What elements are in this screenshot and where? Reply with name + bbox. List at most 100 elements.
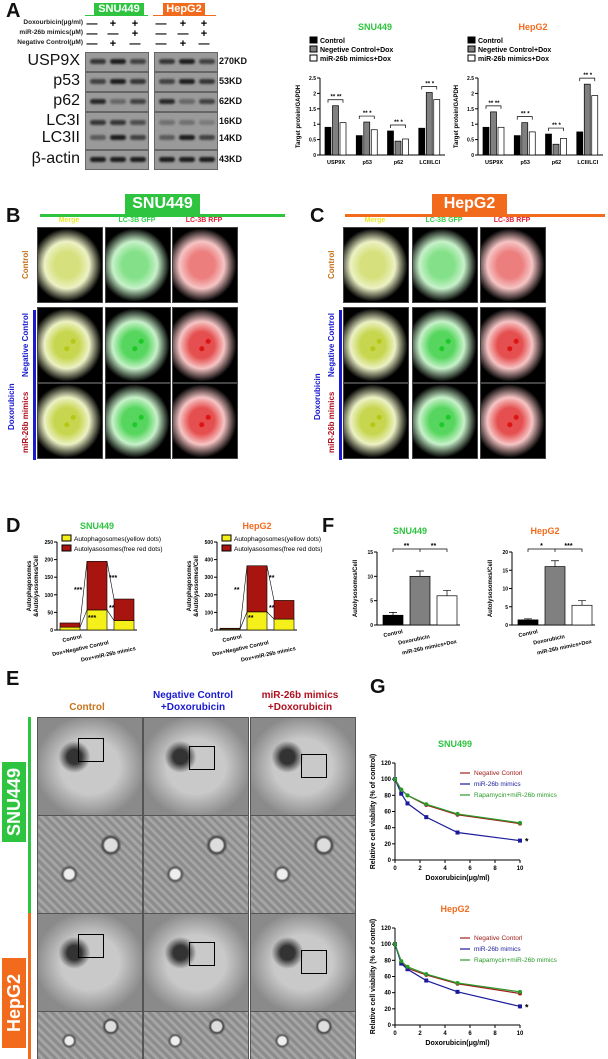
legend-swatch — [309, 54, 318, 62]
chart-d-snu449: SNU449 0 50 100 150 200 250 Autophagosomes &Auto… — [27, 521, 163, 664]
protein-band — [90, 59, 106, 64]
fluorescence-image-negative-control — [105, 307, 171, 383]
legend-label: Control — [320, 38, 345, 45]
chart-f-hepg2: HepG205101520Autolysosomes/CellControlDo… — [488, 526, 595, 657]
bar — [497, 126, 505, 156]
fluorescence-image-mir-26b-mimics — [172, 383, 238, 459]
data-point — [518, 1004, 522, 1009]
y-axis-label: &Autolysosomes/Cell — [194, 555, 200, 617]
y-tick-label: 2.5 — [309, 76, 316, 82]
protein-name: USP9X — [27, 52, 80, 69]
condition-sign: — — [129, 38, 141, 50]
data-point — [455, 830, 460, 835]
x-tick-label: 0 — [393, 866, 397, 872]
bar — [387, 130, 394, 156]
x-tick-label: LCII/LCI — [419, 160, 440, 166]
significance-label: *** — [88, 615, 96, 622]
condition-label: Negative Control(μM) — [17, 39, 83, 46]
legend-label: Autophagosomes(yellow dots) — [74, 536, 161, 543]
fluorescence-image-negative-control — [172, 307, 238, 383]
condition-sign: + — [179, 38, 187, 50]
protein-band — [159, 59, 175, 64]
legend-swatch — [309, 45, 318, 53]
y-tick-label: 250 — [45, 540, 54, 546]
protein-band — [179, 157, 195, 162]
panel-label-c: C — [310, 205, 325, 227]
em-image — [37, 717, 143, 816]
bar — [355, 135, 363, 156]
x-tick-label: USP9X — [485, 160, 503, 166]
em-image — [143, 717, 249, 816]
protein-band — [179, 135, 195, 140]
fluorescence-image-control — [343, 227, 409, 303]
data-point — [399, 787, 404, 792]
y-tick-label: 120 — [381, 926, 392, 932]
significance-label: *** — [74, 587, 82, 594]
y-tick-label: 150 — [45, 575, 54, 581]
chart-title: HepG2 — [440, 904, 469, 914]
em-row-line — [28, 913, 31, 1059]
bar — [370, 129, 378, 156]
data-point — [405, 793, 410, 798]
fluorescence-image-mir-26b-mimics — [412, 383, 478, 459]
y-tick-label: 80 — [384, 958, 391, 964]
legend-label: Negative Contorl — [474, 770, 523, 777]
x-tick-label: Control — [383, 629, 404, 639]
condition-label: Doxourbicin(μg/ml) — [23, 19, 83, 26]
y-tick-label: 1.5 — [467, 107, 474, 113]
x-tick-label: 8 — [493, 1031, 497, 1037]
x-tick-label: p53 — [363, 160, 372, 166]
em-zoomed-image — [143, 1011, 249, 1059]
protein-band — [130, 99, 146, 104]
row-label: miR-26b mimics — [21, 391, 30, 453]
fluorescence-image-negative-control — [343, 307, 409, 383]
stacked-bar-segment — [219, 627, 241, 630]
significance-bracket — [358, 115, 375, 120]
stacked-bar-segment — [59, 626, 81, 631]
y-tick-label: 100 — [45, 593, 54, 599]
significance-bracket — [421, 86, 438, 90]
significance-bracket — [527, 548, 583, 552]
condition-sign: — — [107, 28, 119, 40]
y-tick-label: 40 — [384, 991, 391, 997]
em-zoomed-image — [37, 815, 143, 914]
fluorescence-image-control — [37, 227, 103, 303]
condition-sign: — — [155, 38, 167, 50]
protein-band — [199, 79, 215, 84]
legend-label: Autolyasosomes(free red dots) — [234, 546, 323, 553]
zoom-region-box — [78, 934, 104, 958]
em-zoomed-image — [250, 1011, 356, 1059]
trend-line — [266, 565, 275, 601]
data-point — [399, 959, 404, 964]
series-line — [394, 778, 521, 824]
fluorescence-image-negative-control — [412, 307, 478, 383]
x-tick-label: 4 — [443, 866, 447, 872]
error-bar — [416, 570, 424, 577]
protein-name: p62 — [53, 92, 80, 109]
y-tick-label: 1 — [313, 122, 316, 128]
bar — [576, 131, 584, 156]
snu449-line — [85, 15, 148, 16]
blot-strip — [154, 150, 218, 170]
blot-strip — [154, 92, 218, 112]
legend-label: miR-26b mimics — [474, 946, 521, 953]
y-tick-label: 0 — [50, 628, 53, 634]
em-row-label: HepG2 — [2, 958, 26, 1048]
zoom-region-box — [189, 746, 215, 770]
fluorescence-image-mir-26b-mimics — [480, 383, 546, 459]
y-tick-label: 0 — [471, 153, 474, 159]
trend-line — [106, 609, 115, 621]
y-tick-label: 20 — [502, 550, 508, 556]
bar — [517, 619, 539, 626]
x-tick-label: p62 — [552, 160, 561, 166]
legend-label: miR-26b mimics+Dox — [478, 56, 549, 63]
c-header-line — [345, 214, 605, 217]
error-bar — [389, 611, 397, 616]
y-axis-label: Relative cell viability (% of control) — [370, 754, 377, 870]
y-tick-label: 200 — [45, 558, 54, 564]
protein-band — [110, 59, 126, 64]
protein-band — [159, 135, 175, 140]
significance-bracket — [516, 116, 533, 120]
panel-label-e: E — [6, 668, 20, 690]
